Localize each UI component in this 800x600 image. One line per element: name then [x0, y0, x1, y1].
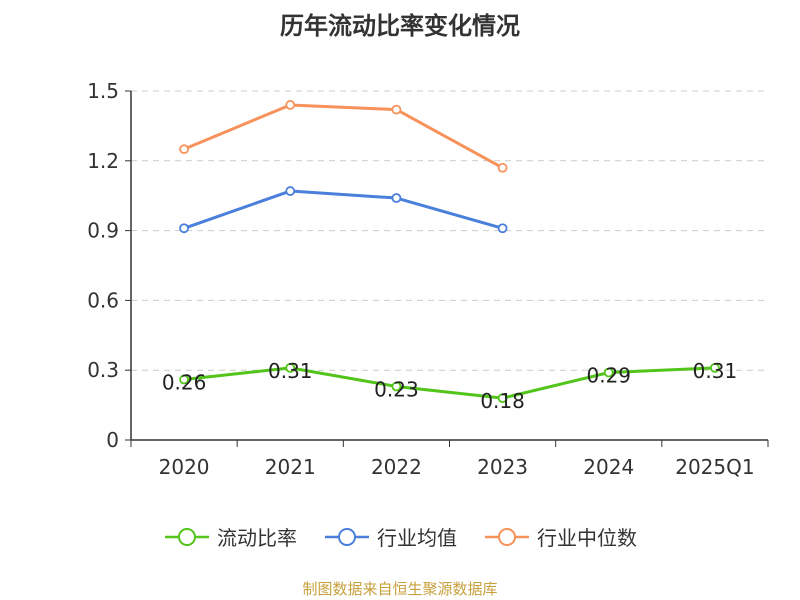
data-point[interactable] [179, 374, 189, 385]
x-tick-label: 2021 [265, 455, 316, 479]
legend-item-industry-median[interactable]: 行业中位数 [483, 522, 637, 551]
data-label: 0.26 [162, 371, 207, 395]
data-point[interactable] [391, 193, 402, 203]
data-point[interactable] [391, 104, 402, 115]
series-line-0 [183, 366, 715, 400]
y-tick-label: 0.9 [87, 219, 119, 243]
data-label: 0.18 [480, 389, 525, 413]
data-label: 0.31 [268, 359, 313, 383]
series-line-2 [183, 103, 504, 170]
data-point[interactable] [179, 223, 189, 234]
x-tick-label: 2025Q1 [675, 455, 754, 479]
chart-title: 历年流动比率变化情况 [280, 12, 520, 40]
y-tick-label: 0.6 [87, 288, 119, 312]
legend-label: 行业中位数 [537, 526, 637, 550]
x-tick-label: 2022 [371, 455, 422, 479]
legend-item-industry-average[interactable]: 行业均值 [323, 522, 457, 551]
x-tick-label: 2023 [477, 455, 528, 479]
data-point[interactable] [285, 186, 296, 196]
y-tick-label: 1.5 [87, 79, 119, 103]
legend-marker-industry-median [485, 527, 529, 546]
data-label: 0.31 [693, 359, 738, 383]
data-point[interactable] [603, 367, 614, 378]
data-point[interactable] [285, 362, 296, 373]
x-tick-label: 2024 [583, 455, 634, 479]
data-point[interactable] [179, 144, 189, 155]
series-line-1 [183, 189, 503, 230]
x-tick-label: 2020 [159, 455, 210, 479]
legend: 流动比率 行业均值 行业中位数 [0, 522, 800, 551]
source-note: 制图数据来自恒生聚源数据库 [302, 580, 498, 598]
y-tick-label: 0 [106, 428, 119, 452]
data-point[interactable] [710, 362, 720, 373]
legend-marker-industry-average [325, 527, 369, 546]
legend-label: 行业均值 [377, 526, 457, 550]
data-point[interactable] [391, 381, 402, 392]
data-point[interactable] [497, 162, 508, 173]
y-tick-label: 0.3 [87, 358, 119, 382]
data-point[interactable] [497, 223, 508, 234]
data-point[interactable] [497, 393, 508, 404]
data-label: 0.29 [586, 364, 631, 388]
y-tick-label: 1.2 [87, 149, 119, 173]
legend-item-current-ratio[interactable]: 流动比率 [163, 522, 297, 551]
data-point[interactable] [285, 100, 296, 110]
legend-marker-current-ratio [165, 527, 209, 546]
data-label: 0.23 [374, 377, 419, 401]
legend-label: 流动比率 [217, 526, 297, 550]
